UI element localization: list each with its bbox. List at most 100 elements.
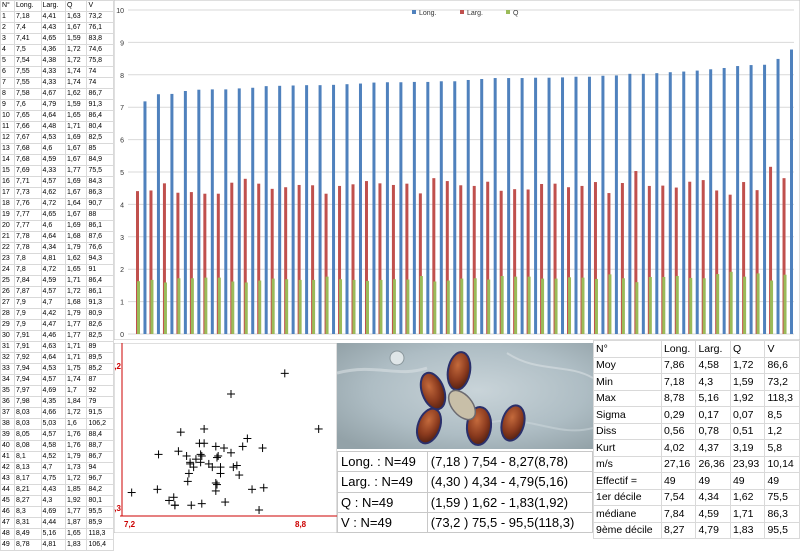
bar-larg: [701, 180, 705, 334]
scatter-point: [200, 424, 209, 433]
table-cell: 4,02: [660, 439, 697, 457]
bar-q: [770, 280, 774, 334]
bar-q: [352, 279, 356, 334]
table-cell: 1,74: [64, 77, 88, 89]
scatter-point: [235, 471, 244, 480]
table-cell: 8,27: [660, 521, 697, 539]
table-row: 49 8,78 4,81 1,83 106,4: [0, 539, 114, 551]
table-cell: 79: [86, 396, 114, 408]
bar-q: [662, 276, 666, 334]
table-cell: 85,9: [86, 517, 114, 529]
table-cell: 4,64: [40, 231, 67, 243]
table-cell: 4,65: [40, 33, 67, 45]
bar-long: [534, 77, 538, 334]
table-cell: 1,6: [64, 418, 88, 430]
table-cell: 26,36: [695, 455, 731, 473]
scatter-point: [189, 463, 198, 472]
table-cell: 32: [0, 352, 16, 364]
y-tick-label: 0: [120, 332, 124, 339]
table-cell: 1,64: [64, 198, 88, 210]
table-cell: 23: [0, 253, 16, 265]
bar-long: [601, 75, 605, 334]
table-row: 10 7,65 4,64 1,65 86,4: [0, 110, 114, 122]
bar-q: [204, 277, 208, 334]
table-row: 47 8,31 4,44 1,87 85,9: [0, 517, 114, 529]
table-cell: 91: [86, 264, 114, 276]
table-cell: 1,76: [64, 429, 88, 441]
table-cell: 23,93: [729, 455, 766, 473]
bar-larg: [540, 183, 544, 334]
table-cell: 1,83: [64, 539, 88, 551]
table-cell: 91,5: [86, 407, 114, 419]
table-cell: 73,2: [86, 11, 114, 23]
bar-q: [756, 273, 760, 334]
table-cell: 1,67: [64, 154, 88, 166]
table-cell: Min: [593, 373, 662, 391]
table-cell: 7,9: [14, 297, 42, 309]
scatter-point: [127, 488, 136, 497]
table-cell: 0,56: [660, 422, 697, 440]
table-cell: 0,17: [695, 406, 731, 424]
table-row: 43 8,17 4,75 1,72 96,7: [0, 473, 114, 485]
table-cell: 1,67: [64, 22, 88, 34]
table-cell: 1,77: [64, 165, 88, 177]
legend-label: Larg.: [467, 10, 483, 17]
bar-q: [379, 279, 383, 334]
bar-q: [473, 278, 477, 334]
table-cell: 8,78: [660, 389, 697, 407]
table-cell: 4,42: [40, 308, 67, 320]
table-cell: 88: [86, 209, 114, 221]
table-cell: 4,35: [40, 396, 67, 408]
scatter-plot: 4,3 5,2 7,2 8,8: [114, 343, 337, 533]
scatter-point: [280, 369, 289, 378]
x-tick-label: 7,2: [124, 520, 136, 529]
table-cell: 4,46: [40, 330, 67, 342]
table-cell: 4,41: [40, 11, 67, 23]
table-cell: 7,84: [660, 505, 697, 523]
table-row: 29 7,9 4,47 1,77 82,6: [0, 319, 114, 331]
table-cell: 7,91: [14, 341, 42, 353]
table-cell: 22: [0, 242, 16, 254]
bar-larg: [284, 187, 288, 334]
scatter-point: [197, 451, 206, 460]
table-cell: 4,6: [40, 143, 67, 155]
y-tick-label: 5: [120, 170, 124, 177]
bar-long: [709, 69, 713, 335]
table-cell: 8,3: [14, 506, 42, 518]
table-row: 9 7,6 4,79 1,59 91,3: [0, 99, 114, 111]
bar-larg: [688, 181, 692, 334]
bar-long: [305, 85, 309, 334]
table-cell: 13: [0, 143, 16, 155]
table-cell: 1,68: [64, 231, 88, 243]
stats-row: Effectif = 49 49 49 49: [593, 472, 800, 490]
table-cell: 7,71: [14, 176, 42, 188]
bar-long: [574, 76, 578, 334]
table-cell: 47: [0, 517, 16, 529]
table-cell: 7,94: [14, 363, 42, 375]
bar-long: [682, 71, 686, 334]
bar-larg: [486, 181, 490, 334]
table-cell: 8: [0, 88, 16, 100]
bar-q: [231, 281, 235, 334]
table-cell: 8,27: [14, 495, 42, 507]
bar-q: [406, 279, 410, 334]
table-cell: 27: [0, 297, 16, 309]
table-cell: 7,94: [14, 374, 42, 386]
bar-larg: [782, 178, 786, 334]
table-cell: 8,31: [14, 517, 42, 529]
bar-larg: [418, 193, 422, 334]
bar-long: [655, 73, 659, 335]
summary-row: V : N=49 (73,2 ) 75,5 - 95,5(118,3): [337, 511, 594, 534]
table-cell: 86,4: [86, 110, 114, 122]
bar-larg: [364, 181, 368, 334]
bar-larg: [553, 183, 557, 334]
table-cell: 35: [0, 385, 16, 397]
scatter-point: [211, 478, 220, 487]
table-cell: 1,84: [64, 396, 88, 408]
table-row: 34 7,94 4,57 1,74 87: [0, 374, 114, 386]
bar-q: [298, 279, 302, 334]
table-cell: 1,2: [764, 422, 800, 440]
table-cell: 1,71: [64, 121, 88, 133]
table-cell: 86,7: [86, 451, 114, 463]
stats-row: médiane 7,84 4,59 1,71 86,3: [593, 505, 800, 523]
